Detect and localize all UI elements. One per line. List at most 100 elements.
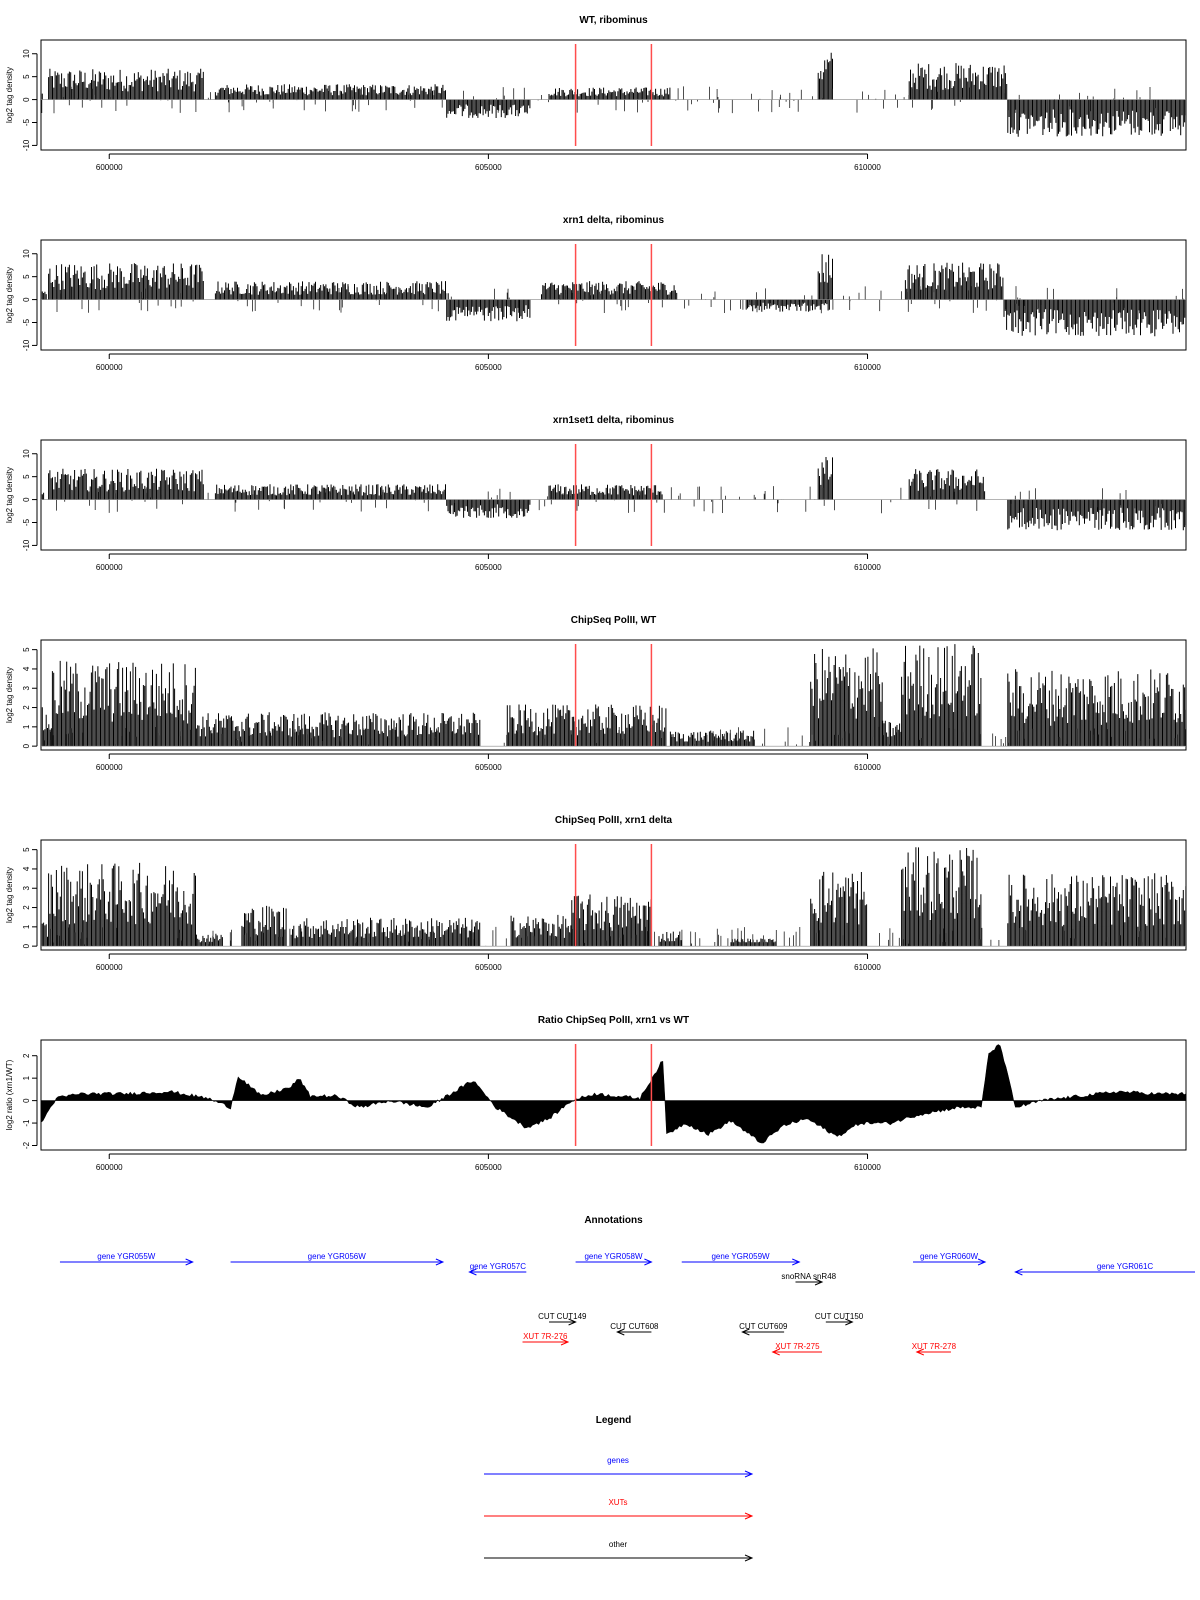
x-tick-label: 610000 — [854, 963, 881, 972]
y-tick-label: 2 — [22, 1053, 31, 1058]
y-tick-label: 1 — [22, 724, 31, 729]
annotation-label: XUT 7R-275 — [775, 1342, 820, 1351]
x-tick-label: 600000 — [96, 563, 123, 572]
y-axis-label: log2 tag density — [5, 67, 14, 123]
y-tick-label: -10 — [22, 139, 31, 151]
y-tick-label: 0 — [22, 297, 31, 302]
y-tick-label: 3 — [22, 885, 31, 890]
annotation-arrow-head — [977, 1258, 987, 1266]
panel-6: Ratio ChipSeq PolII, xrn1 vs WT -2 -1 0 1 2 lo… — [5, 1015, 1187, 1172]
annotation-gene: gene YGR059W — [681, 1252, 801, 1266]
annotation-label: gene YGR058W — [584, 1252, 643, 1261]
signal-segment — [40, 922, 48, 947]
legend-arrow-head — [744, 1470, 754, 1478]
signal-track — [40, 1044, 1187, 1144]
legend-item-gene: genes — [484, 1456, 754, 1478]
annotation-gene: gene YGR061C — [1014, 1262, 1195, 1276]
annotation-arrow-head — [644, 1258, 653, 1266]
annotation-label: CUT CUT150 — [815, 1312, 864, 1321]
annotations-panel: Annotations gene YGR055W gene YGR056W gene … — [59, 1215, 1195, 1356]
signal-segment — [48, 862, 196, 947]
annotation-other: CUT CUT149 — [538, 1312, 587, 1326]
annotation-gene: gene YGR055W — [59, 1252, 194, 1266]
signal-segment — [810, 871, 868, 947]
annotation-other: snoRNA snR48 — [781, 1272, 837, 1286]
y-tick-label: -10 — [22, 539, 31, 551]
annotation-arrow-head — [845, 1318, 854, 1326]
annotation-arrow-head — [741, 1328, 750, 1336]
y-tick-label: 1 — [22, 924, 31, 929]
signal-segment — [901, 644, 982, 747]
signal-segment — [669, 730, 755, 747]
x-tick-label: 600000 — [96, 1163, 123, 1172]
annotation-label: gene YGR056W — [308, 1252, 367, 1261]
signal-segment — [241, 905, 287, 947]
y-tick-label: -5 — [22, 318, 31, 326]
x-tick-label: 605000 — [475, 763, 502, 772]
signal-segment — [1003, 299, 1186, 337]
legend-panel: Legend genes XUTs other — [484, 1415, 754, 1562]
y-tick-label: -5 — [22, 118, 31, 126]
y-axis-label: log2 ratio (xrn1/WT) — [5, 1059, 14, 1130]
y-tick-label: 5 — [22, 647, 31, 652]
annotation-label: gene YGR059W — [711, 1252, 770, 1261]
y-tick-label: 0 — [22, 943, 31, 948]
x-axis: 600000 605000 610000 — [96, 553, 881, 572]
x-tick-label: 605000 — [475, 963, 502, 972]
panel-5: ChipSeq PolII, xrn1 delta 0 1 2 3 4 5 log2 tag … — [5, 815, 1187, 972]
signal-segment — [1007, 499, 1187, 531]
x-tick-label: 605000 — [475, 163, 502, 172]
panel-title: xrn1set1 delta, ribominus — [553, 415, 675, 426]
annotation-arrow-head — [915, 1348, 925, 1356]
signal-segment — [817, 52, 833, 100]
y-tick-label: 0 — [22, 497, 31, 502]
legend-arrow-head — [744, 1512, 754, 1520]
x-tick-label: 600000 — [96, 363, 123, 372]
ratio-area — [40, 1044, 1187, 1144]
signal-segment — [658, 931, 682, 947]
signal-segment — [1007, 873, 1187, 947]
signal-segment — [908, 469, 986, 500]
signal-segment — [541, 281, 678, 300]
signal-track — [40, 254, 1186, 337]
annotation-arrow-head — [468, 1268, 477, 1276]
y-tick-label: -1 — [22, 1119, 31, 1127]
panel-title: ChipSeq PolII, WT — [571, 615, 657, 626]
y-tick-label: 5 — [22, 847, 31, 852]
annotation-label: gene YGR061C — [1097, 1262, 1154, 1271]
y-tick-label: 5 — [22, 274, 31, 279]
annotation-label: XUT 7R-278 — [912, 1342, 957, 1351]
x-axis: 600000 605000 610000 — [96, 153, 881, 172]
y-tick-label: 0 — [22, 97, 31, 102]
y-axis: 0 1 2 3 4 5 — [22, 847, 38, 948]
panel-4: ChipSeq PolII, WT 0 1 2 3 4 5 log2 tag density 6… — [5, 615, 1187, 772]
x-tick-label: 605000 — [475, 563, 502, 572]
signal-segment — [446, 499, 531, 519]
annotation-arrow-head — [435, 1258, 445, 1266]
y-tick-label: 2 — [22, 905, 31, 910]
signal-segment — [446, 99, 531, 118]
annotation-other: CUT CUT150 — [815, 1312, 864, 1326]
signal-track — [40, 644, 1187, 747]
annotation-xut: XUT 7R-278 — [912, 1342, 957, 1356]
x-tick-label: 600000 — [96, 763, 123, 772]
x-tick-label: 610000 — [854, 163, 881, 172]
signal-segment — [810, 648, 883, 747]
signal-segment — [51, 660, 196, 747]
y-tick-label: 10 — [22, 49, 31, 58]
y-axis: -10 -5 0 5 10 — [22, 49, 38, 151]
annotation-gene: gene YGR057C — [468, 1262, 527, 1276]
annotation-arrow-head — [616, 1328, 625, 1336]
y-tick-label: 0 — [22, 743, 31, 748]
signal-track — [40, 52, 1187, 137]
y-tick-label: 5 — [22, 74, 31, 79]
plot-frame — [40, 639, 1187, 751]
annotation-arrow-head — [185, 1258, 194, 1266]
annotation-label: gene YGR055W — [97, 1252, 156, 1261]
signal-segment — [1007, 99, 1187, 137]
signal-segment — [510, 914, 572, 947]
legend-arrow-head — [744, 1554, 754, 1562]
legend-item-other: other — [484, 1540, 754, 1562]
signal-segment — [730, 938, 776, 947]
